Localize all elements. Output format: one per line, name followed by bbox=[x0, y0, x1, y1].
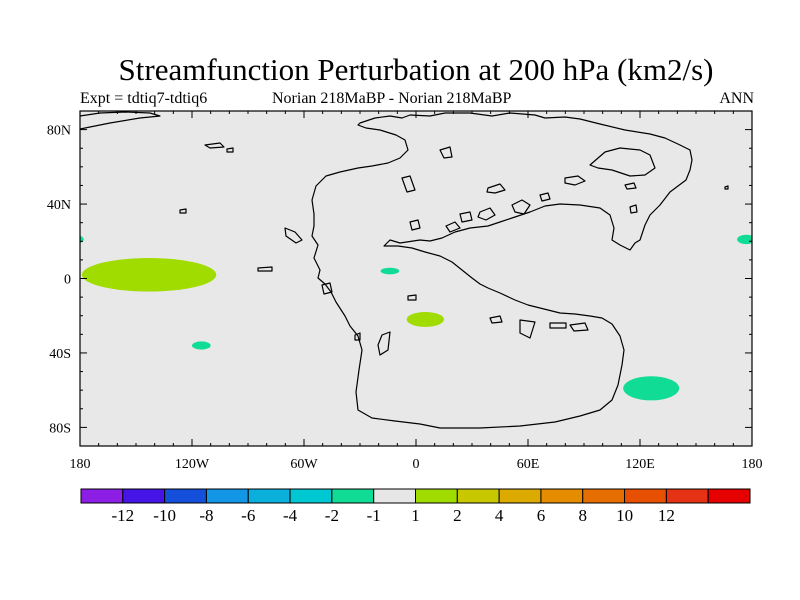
colorbar-swatch bbox=[80, 488, 124, 504]
experiment-label: Expt = tdtiq7-tdtiq6 bbox=[80, 90, 208, 107]
colorbar-label: -8 bbox=[199, 506, 213, 525]
island-coastline bbox=[445, 221, 461, 233]
island-coastline bbox=[439, 146, 453, 159]
island-coastline bbox=[401, 175, 416, 193]
colorbar-label: 12 bbox=[658, 506, 675, 525]
lat-tick-label: 40N bbox=[47, 198, 71, 213]
lat-tick-label: 80N bbox=[47, 124, 71, 139]
lat-tick-label: 40S bbox=[49, 347, 71, 362]
island-coastline bbox=[407, 294, 417, 301]
chart-title: Streamfunction Perturbation at 200 hPa (… bbox=[118, 52, 714, 87]
island-coastline bbox=[724, 185, 729, 190]
lat-tick-label: 0 bbox=[64, 273, 71, 288]
island-coastline bbox=[321, 282, 333, 295]
island-coastline bbox=[284, 227, 303, 244]
colorbar-swatch bbox=[582, 488, 626, 504]
island-coastline bbox=[489, 315, 503, 324]
island-coastline bbox=[204, 142, 225, 149]
colorbar-label: -1 bbox=[367, 506, 381, 525]
lon-tick-label: 180 bbox=[70, 457, 91, 472]
island-coastline bbox=[377, 331, 391, 356]
colorbar-swatch bbox=[122, 488, 166, 504]
island-coastline bbox=[539, 192, 551, 202]
anomaly-region-3 bbox=[192, 341, 211, 350]
lat-tick-label: 80S bbox=[49, 421, 71, 436]
lon-tick-label: 60E bbox=[517, 457, 540, 472]
colorbar-swatch bbox=[665, 488, 709, 504]
island-coastline bbox=[409, 219, 421, 231]
colorbar-label: 4 bbox=[495, 506, 504, 525]
island-coastline bbox=[477, 207, 496, 221]
island-coastline bbox=[564, 175, 586, 186]
axis-ticks bbox=[79, 110, 753, 447]
island-coastline bbox=[179, 208, 187, 214]
colorbar-swatch bbox=[415, 488, 458, 504]
colorbar-swatch bbox=[456, 488, 500, 504]
anomaly-layer bbox=[80, 234, 752, 401]
colorbar-label: 2 bbox=[453, 506, 462, 525]
pangea-coastline bbox=[80, 111, 161, 130]
colorbar-swatch bbox=[373, 488, 416, 504]
island-coastline bbox=[511, 199, 531, 215]
pangea-coastline bbox=[311, 112, 693, 429]
colorbar-label: 1 bbox=[411, 506, 420, 525]
season-label: ANN bbox=[719, 90, 754, 107]
colorbar-label: -10 bbox=[153, 506, 176, 525]
colorbar-swatch bbox=[289, 488, 333, 504]
island-coastline bbox=[486, 183, 506, 194]
island-coastline bbox=[589, 147, 656, 177]
island-coastline bbox=[569, 322, 589, 332]
anomaly-region-0 bbox=[81, 258, 217, 292]
colorbar-label: -2 bbox=[325, 506, 339, 525]
island-coastline bbox=[629, 204, 638, 214]
colorbar-swatch bbox=[498, 488, 542, 504]
colorbar: -12 -10 -8 -6 -4 -2 -1 1 2 4 6 8 10 12 bbox=[80, 488, 751, 525]
island-coastline bbox=[519, 319, 536, 339]
colorbar-swatch bbox=[164, 488, 207, 504]
island-coastline bbox=[459, 211, 473, 223]
lon-tick-label: 180 bbox=[742, 457, 763, 472]
island-coastline bbox=[549, 322, 567, 329]
lon-tick-label: 120W bbox=[175, 457, 210, 472]
island-coastline bbox=[226, 147, 234, 153]
colorbar-swatch bbox=[205, 488, 249, 504]
anomaly-region-5 bbox=[80, 235, 84, 244]
colorbar-swatch bbox=[624, 488, 667, 504]
island-coastline bbox=[354, 332, 361, 341]
anomaly-region-6 bbox=[737, 234, 752, 245]
colorbar-swatch bbox=[331, 488, 375, 504]
axis-tick-labels: 180 120W 60W 0 60E 120E 180 80N 40N 0 40S 80S bbox=[47, 124, 763, 472]
period-label: Norian 218MaBP - Norian 218MaBP bbox=[272, 90, 512, 107]
anomaly-region-1 bbox=[406, 312, 445, 327]
colorbar-swatch bbox=[247, 488, 291, 504]
lon-tick-label: 60W bbox=[290, 457, 318, 472]
colorbar-swatch bbox=[707, 488, 751, 504]
coastline-layer bbox=[80, 111, 729, 429]
lon-tick-label: 120E bbox=[625, 457, 655, 472]
colorbar-label: -12 bbox=[111, 506, 134, 525]
anomaly-region-4 bbox=[380, 267, 400, 275]
colorbar-label: -4 bbox=[283, 506, 298, 525]
colorbar-swatch bbox=[540, 488, 584, 504]
lon-tick-label: 0 bbox=[413, 457, 420, 472]
anomaly-region-2 bbox=[623, 376, 680, 401]
colorbar-label: -6 bbox=[241, 506, 255, 525]
colorbar-label: 6 bbox=[537, 506, 546, 525]
colorbar-label: 10 bbox=[616, 506, 633, 525]
colorbar-label: 8 bbox=[579, 506, 588, 525]
island-coastline bbox=[257, 266, 273, 272]
island-coastline bbox=[624, 182, 637, 190]
